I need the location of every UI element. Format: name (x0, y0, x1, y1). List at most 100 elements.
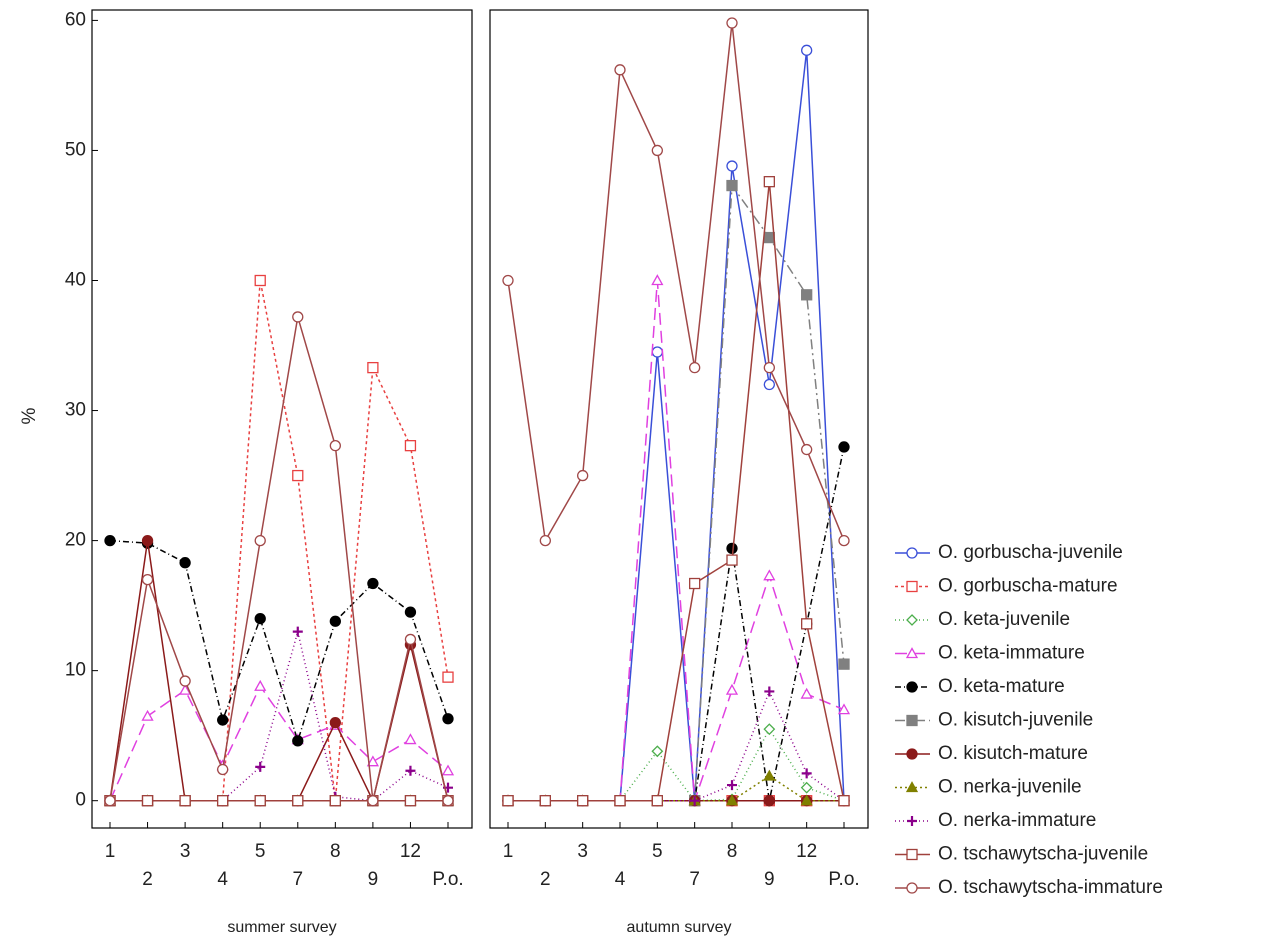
marker (651, 274, 664, 286)
marker (104, 795, 116, 807)
marker (255, 761, 266, 772)
marker (217, 763, 229, 776)
legend-label: O. kisutch-juvenile (938, 710, 1093, 731)
marker (141, 795, 154, 807)
marker (366, 755, 379, 767)
marker (502, 274, 514, 287)
legend-marker (906, 882, 918, 894)
marker (651, 795, 663, 807)
series-line (508, 727, 845, 802)
series-line (508, 775, 844, 802)
marker (801, 289, 813, 301)
x-tick-label: 7 (689, 869, 700, 890)
marker (104, 534, 116, 547)
marker (651, 346, 663, 358)
series-line (508, 689, 845, 802)
marker (179, 683, 192, 695)
x-tick-label: P.o. (828, 869, 859, 890)
y-tick-label: 50 (65, 139, 86, 160)
x-axis-label: autumn survey (627, 919, 732, 936)
marker (837, 703, 851, 715)
marker (405, 765, 416, 776)
legend-marker (906, 848, 918, 861)
x-tick-label: 5 (652, 841, 663, 862)
marker (404, 606, 417, 618)
marker (292, 735, 304, 747)
y-tick-label: 0 (75, 790, 86, 811)
marker (442, 671, 454, 683)
x-tick-label: 1 (105, 841, 116, 862)
marker (614, 795, 626, 807)
y-axis-label: % (19, 407, 40, 424)
legend-label: O. nerka-juvenile (938, 777, 1082, 798)
legend-label: O. keta-immature (938, 643, 1085, 664)
marker (539, 534, 551, 547)
marker (442, 713, 454, 725)
marker (179, 675, 191, 687)
marker (725, 683, 739, 695)
x-tick-label: 9 (368, 869, 379, 890)
marker (689, 361, 701, 374)
marker (141, 534, 154, 547)
marker (404, 440, 417, 452)
marker (254, 795, 266, 807)
legend-label: O. kisutch-mature (938, 743, 1088, 764)
x-tick-label: 12 (796, 841, 817, 862)
marker (726, 17, 738, 29)
legend-marker (906, 681, 918, 693)
x-tick-label: P.o. (432, 869, 463, 890)
marker (217, 795, 229, 807)
series-line (109, 539, 449, 744)
x-tick-label: 4 (615, 869, 626, 890)
series-line (109, 684, 449, 801)
x-tick-label: 8 (330, 841, 341, 862)
y-tick-label: 20 (65, 530, 86, 551)
marker (141, 573, 154, 586)
marker (763, 231, 775, 244)
marker (179, 557, 191, 569)
marker (800, 781, 813, 794)
legend-label: O. gorbuscha-juvenile (938, 542, 1123, 563)
legend-label: O. gorbuscha-mature (938, 576, 1118, 597)
x-tick-label: 7 (292, 869, 303, 890)
x-tick-label: 2 (142, 869, 153, 890)
series-line (507, 22, 845, 543)
legend-marker (905, 781, 919, 793)
legend-label: O. tschawytscha-immature (938, 877, 1163, 898)
marker (329, 440, 341, 452)
marker (404, 633, 417, 646)
marker (141, 709, 154, 721)
marker (764, 686, 775, 697)
series-line (110, 280, 449, 802)
series-line (110, 631, 449, 802)
marker (367, 577, 379, 590)
marker (179, 795, 191, 807)
legend-label: O. tschawytscha-juvenile (938, 844, 1148, 865)
marker (763, 378, 775, 391)
marker (367, 795, 379, 807)
legend-marker (906, 714, 918, 727)
series-line (508, 446, 845, 802)
x-tick-label: 1 (503, 841, 514, 862)
marker (726, 542, 738, 555)
series-line (508, 181, 845, 802)
marker (763, 723, 776, 736)
marker (292, 311, 304, 323)
x-tick-label: 9 (764, 869, 775, 890)
marker (801, 768, 812, 779)
marker (801, 618, 813, 630)
series-line (508, 280, 845, 802)
legend-marker (905, 647, 919, 659)
marker (689, 795, 700, 806)
marker (292, 795, 304, 807)
legend-marker (906, 614, 918, 626)
marker (763, 769, 776, 781)
x-tick-label: 2 (540, 869, 551, 890)
marker (577, 795, 589, 807)
marker (292, 626, 303, 637)
marker (539, 795, 551, 807)
marker (763, 361, 775, 374)
y-tick-label: 30 (65, 400, 86, 421)
marker (367, 361, 379, 374)
marker (726, 160, 738, 172)
